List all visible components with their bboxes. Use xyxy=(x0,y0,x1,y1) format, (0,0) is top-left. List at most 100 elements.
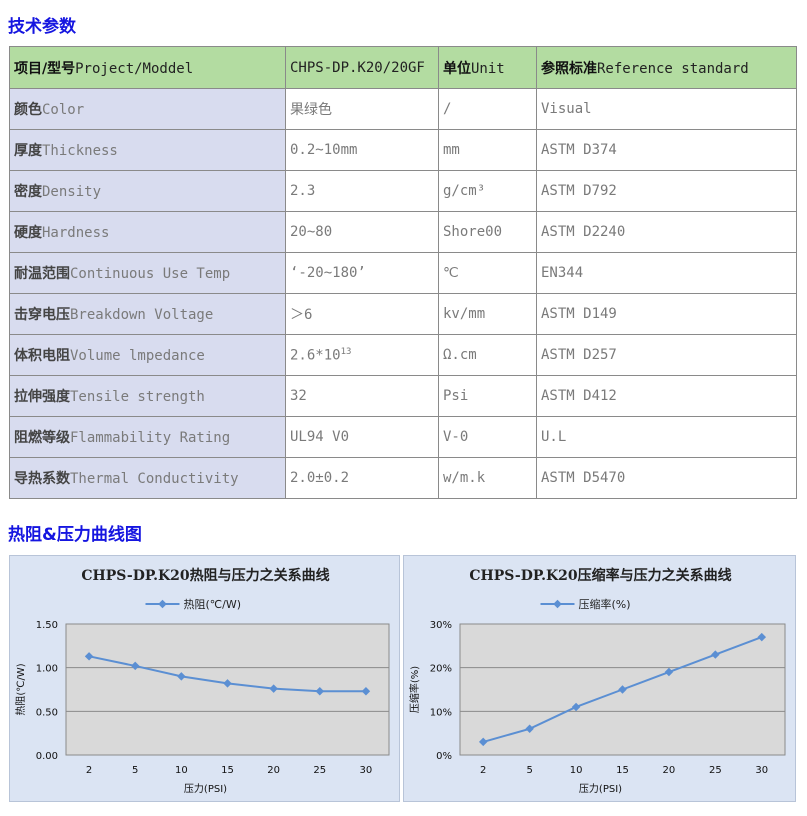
header-project: 项目/型号Project/Moddel xyxy=(9,46,286,89)
value-text: ‘-20~180’ xyxy=(290,265,366,281)
value-text: 2.3 xyxy=(290,183,316,199)
value-text: 20~80 xyxy=(290,224,333,240)
x-tick-label: 30 xyxy=(360,765,373,776)
value-cell: UL94 V0 xyxy=(285,416,439,458)
value-superscript: 13 xyxy=(340,346,352,357)
x-tick-label: 20 xyxy=(663,765,676,776)
standard-cell: ASTM D5470 xyxy=(536,457,797,499)
standard-text: U.L xyxy=(541,429,567,445)
x-tick-label: 2 xyxy=(480,765,486,776)
x-tick-label: 15 xyxy=(221,765,234,776)
value-cell: ‘-20~180’ xyxy=(285,252,439,294)
property-cell: 硬度Hardness xyxy=(9,211,286,253)
unit-text: w/m.k xyxy=(443,470,486,486)
property-cell: 体积电阻Volume lmpedance xyxy=(9,334,286,376)
property-en: Hardness xyxy=(42,225,110,241)
value-text: 2.0±0.2 xyxy=(290,470,350,486)
x-axis-label: 压力(PSI) xyxy=(579,782,622,795)
property-en: Continuous Use Temp xyxy=(70,266,231,282)
table-row: 颜色Color 果绿色 / Visual xyxy=(9,88,797,130)
unit-cell: Psi xyxy=(438,375,537,417)
value-text: ＞6 xyxy=(290,307,313,323)
y-tick-label: 30% xyxy=(430,620,452,631)
data-point xyxy=(361,687,371,696)
table-row: 拉伸强度Tensile strength 32 Psi ASTM D412 xyxy=(9,375,797,417)
x-tick-label: 5 xyxy=(526,765,532,776)
property-en: Volume lmpedance xyxy=(70,348,205,364)
standard-cell: EN344 xyxy=(536,252,797,294)
property-zh: 体积电阻 xyxy=(14,348,70,364)
unit-cell: mm xyxy=(438,129,537,171)
header-standard-en: Reference standard xyxy=(597,60,749,77)
chart-title: CHPS-DP.K20压缩率与压力之关系曲线 xyxy=(469,567,731,584)
x-axis-label: 压力(PSI) xyxy=(184,782,227,795)
header-unit-en: Unit xyxy=(471,60,505,77)
header-standard: 参照标准Reference standard xyxy=(536,46,797,89)
legend-label: 压缩率(%) xyxy=(579,597,631,611)
y-tick-label: 0.50 xyxy=(36,707,58,718)
standard-cell: ASTM D2240 xyxy=(536,211,797,253)
header-standard-zh: 参照标准 xyxy=(541,60,597,77)
property-cell: 阻燃等级Flammability Rating xyxy=(9,416,286,458)
property-en: Tensile strength xyxy=(70,389,205,405)
legend-marker xyxy=(553,599,562,609)
property-cell: 颜色Color xyxy=(9,88,286,130)
standard-cell: U.L xyxy=(536,416,797,458)
unit-text: Ω.cm xyxy=(443,347,477,363)
x-tick-label: 25 xyxy=(709,765,722,776)
data-point xyxy=(269,684,278,693)
y-tick-label: 1.00 xyxy=(36,664,58,675)
property-en: Thickness xyxy=(42,143,118,159)
data-point xyxy=(478,737,488,747)
property-en: Density xyxy=(42,184,102,200)
x-tick-label: 10 xyxy=(570,765,583,776)
header-project-en: Project/Moddel xyxy=(75,60,194,77)
table-row: 厚度Thickness 0.2~10mm mm ASTM D374 xyxy=(9,129,797,171)
data-point xyxy=(571,702,581,712)
table-row: 耐温范围Continuous Use Temp ‘-20~180’ ℃ EN344 xyxy=(9,252,797,294)
x-tick-label: 30 xyxy=(755,765,768,776)
y-tick-label: 1.50 xyxy=(36,620,58,631)
x-tick-label: 10 xyxy=(175,765,188,776)
unit-cell: ℃ xyxy=(438,252,537,294)
table-header-row: 项目/型号Project/Moddel CHPS-DP.K20/20GF 单位U… xyxy=(9,46,797,89)
spec-table: 项目/型号Project/Moddel CHPS-DP.K20/20GF 单位U… xyxy=(9,46,797,499)
property-cell: 密度Density xyxy=(9,170,286,212)
property-zh: 耐温范围 xyxy=(14,266,70,282)
table-row: 阻燃等级Flammability Rating UL94 V0 V-0 U.L xyxy=(9,416,797,458)
data-point xyxy=(130,661,140,671)
header-model-en: CHPS-DP.K20/20GF xyxy=(290,59,425,76)
unit-text: Psi xyxy=(443,388,469,404)
standard-cell: ASTM D792 xyxy=(536,170,797,212)
standard-text: Visual xyxy=(541,101,592,117)
chart-title: CHPS-DP.K20热阻与压力之关系曲线 xyxy=(81,567,329,584)
x-tick-label: 5 xyxy=(132,765,138,776)
standard-cell: ASTM D412 xyxy=(536,375,797,417)
x-tick-label: 2 xyxy=(86,765,92,776)
data-point xyxy=(84,652,94,661)
property-cell: 击穿电压Breakdown Voltage xyxy=(9,293,286,335)
data-point xyxy=(177,672,186,681)
standard-cell: ASTM D149 xyxy=(536,293,797,335)
value-cell: 2.0±0.2 xyxy=(285,457,439,499)
thermal-resistance-chart: CHPS-DP.K20热阻与压力之关系曲线 热阻(℃/W) 0.00 0.50 1.00… xyxy=(9,555,400,802)
property-zh: 阻燃等级 xyxy=(14,430,70,446)
unit-cell: Ω.cm xyxy=(438,334,537,376)
unit-cell: w/m.k xyxy=(438,457,537,499)
value-cell: ＞6 xyxy=(285,293,439,335)
value-cell: 32 xyxy=(285,375,439,417)
value-cell: 0.2~10mm xyxy=(285,129,439,171)
property-zh: 导热系数 xyxy=(14,471,70,487)
unit-text: V-0 xyxy=(443,429,469,445)
header-unit: 单位Unit xyxy=(438,46,537,89)
compression-chart: CHPS-DP.K20压缩率与压力之关系曲线 压缩率(%) 0% 10% 20% 30% 2… xyxy=(403,555,796,802)
header-project-zh: 项目/型号 xyxy=(14,60,76,77)
standard-text: ASTM D374 xyxy=(541,142,617,158)
property-zh: 厚度 xyxy=(14,143,42,159)
y-tick-label: 0% xyxy=(436,751,452,762)
legend-label: 热阻(℃/W) xyxy=(184,598,242,611)
standard-text: ASTM D2240 xyxy=(541,224,626,240)
property-zh: 击穿电压 xyxy=(14,307,70,323)
unit-cell: Shore00 xyxy=(438,211,537,253)
standard-cell: Visual xyxy=(536,88,797,130)
